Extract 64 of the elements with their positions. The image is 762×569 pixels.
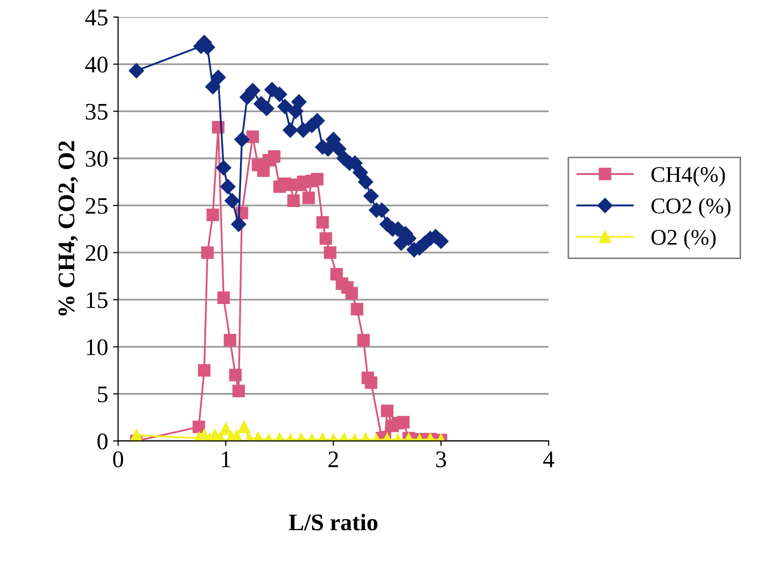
x-tick-label: 0 — [113, 451, 124, 468]
point — [234, 132, 250, 148]
point — [363, 188, 379, 204]
point — [316, 216, 329, 229]
point — [364, 376, 378, 389]
x-tick-label: 4 — [543, 452, 554, 468]
point — [324, 246, 336, 259]
point — [331, 141, 346, 157]
point — [128, 63, 144, 78]
y-tick-label: 0 — [97, 433, 108, 450]
point — [268, 150, 280, 163]
point — [277, 98, 293, 114]
point — [302, 192, 315, 204]
point — [397, 416, 410, 428]
point — [229, 368, 242, 382]
y-tick-label: 25 — [86, 198, 108, 214]
point — [245, 82, 260, 98]
point — [272, 86, 288, 102]
point — [205, 79, 220, 94]
point — [224, 334, 236, 346]
point — [291, 94, 306, 110]
y-tick-label: 35 — [86, 104, 108, 120]
point — [350, 302, 364, 316]
point — [357, 334, 370, 346]
point — [210, 70, 226, 85]
point — [130, 429, 143, 441]
point — [238, 420, 250, 434]
x-tick-label: 2 — [328, 451, 338, 468]
y-axis-title: % CH4, CO2, O2 — [58, 141, 78, 316]
y-tick-label: 20 — [86, 245, 108, 261]
point — [192, 420, 206, 434]
y-tick-label: 15 — [86, 292, 108, 308]
y-tick-label: 45 — [85, 10, 108, 26]
point — [282, 122, 298, 138]
legend-label: CH4(%) — [651, 166, 725, 187]
point — [358, 174, 374, 190]
legend-label: CO2 (%) — [651, 198, 730, 218]
point — [219, 422, 232, 435]
legend-label: O2 (%) — [651, 229, 716, 250]
y-tick-label: 30 — [86, 150, 108, 167]
point — [380, 404, 394, 418]
point — [220, 179, 236, 194]
point — [352, 164, 368, 180]
point — [216, 160, 232, 176]
point — [326, 132, 341, 148]
point — [231, 216, 246, 232]
x-tick-label: 1 — [222, 451, 230, 468]
y-tick-label: 5 — [98, 386, 108, 402]
point — [206, 208, 220, 222]
point — [296, 122, 311, 138]
point — [232, 384, 245, 398]
point — [287, 194, 300, 208]
y-tick-label: 40 — [85, 56, 108, 73]
point — [198, 364, 210, 377]
y-tick-label: 10 — [86, 339, 108, 356]
point — [345, 286, 358, 300]
point — [246, 130, 259, 143]
point — [217, 292, 230, 304]
x-axis-title: L/S ratio — [288, 514, 378, 530]
point — [310, 172, 324, 186]
point — [320, 232, 332, 245]
point — [224, 193, 240, 208]
point — [201, 246, 214, 259]
x-tick-label: 3 — [436, 451, 446, 468]
